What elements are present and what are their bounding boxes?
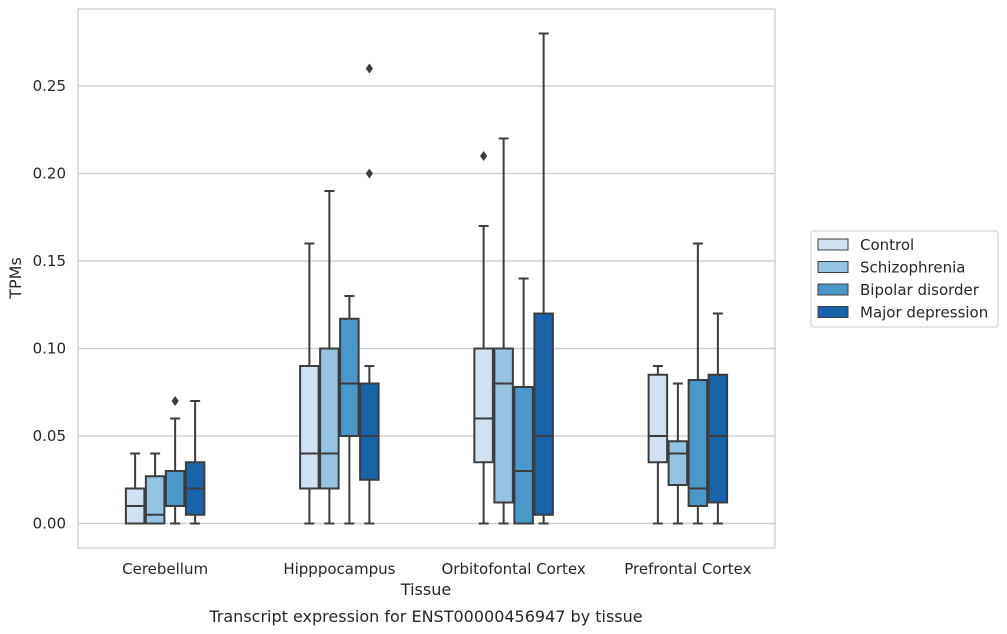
y-tick-label: 0.20 — [33, 165, 66, 183]
y-axis-label: TPMs — [6, 257, 25, 300]
box — [473, 347, 494, 464]
box-group — [124, 452, 146, 525]
legend-swatch — [817, 283, 849, 296]
box-group — [144, 452, 166, 525]
box-group — [359, 63, 380, 525]
box-group — [473, 151, 494, 525]
legend-items: Control Schizophrenia Bipolar disorder Majo… — [817, 236, 988, 322]
box — [647, 373, 669, 464]
legend-swatch — [817, 238, 849, 251]
box-group — [493, 137, 514, 525]
box — [513, 386, 534, 525]
chart-caption: Transcript expression for ENST0000045694… — [208, 607, 642, 626]
box-group — [533, 32, 554, 525]
legend-label: Control — [860, 236, 914, 254]
legend-swatch — [817, 306, 849, 318]
box — [164, 470, 186, 507]
legend: Control Schizophrenia Bipolar disorder Majo… — [810, 230, 999, 328]
box — [319, 347, 340, 490]
outlier-point — [365, 63, 373, 74]
x-tick-label: Cerebellum — [122, 560, 208, 578]
box-group — [667, 382, 689, 525]
box — [299, 365, 320, 490]
legend-frame — [810, 230, 999, 328]
box-group — [164, 396, 186, 525]
box-group — [647, 365, 669, 525]
box-group — [339, 295, 360, 525]
y-ticks: 0.00 0.05 0.10 0.15 0.20 0.25 — [33, 77, 66, 533]
outlier-point — [171, 396, 179, 406]
box — [687, 379, 709, 507]
x-tick-label: Orbitofontal Cortex — [442, 560, 586, 578]
plot-frame — [77, 8, 776, 549]
box — [144, 475, 166, 525]
legend-label: Major depression — [860, 304, 988, 322]
box-group — [513, 277, 534, 525]
x-tick-label: Prefrontal Cortex — [624, 560, 751, 578]
box-group — [707, 312, 729, 525]
x-axis-label: Tissue — [400, 580, 451, 599]
y-tick-label: 0.25 — [33, 77, 66, 95]
box — [667, 440, 689, 486]
legend-label: Bipolar disorder — [860, 281, 980, 299]
y-tick-label: 0.05 — [33, 427, 66, 445]
legend-swatch — [817, 261, 849, 273]
x-ticks: Cerebellum Hipppocampus Orbitofontal Corte… — [122, 560, 751, 578]
outlier-point — [365, 168, 373, 179]
box-group — [299, 242, 320, 525]
box — [707, 373, 729, 504]
x-tick-label: Hipppocampus — [283, 560, 395, 578]
outlier-point — [480, 151, 488, 161]
box — [359, 382, 380, 481]
box-group — [687, 242, 709, 525]
y-tick-label: 0.15 — [33, 252, 66, 270]
y-tick-label: 0.10 — [33, 340, 66, 358]
box — [533, 312, 554, 516]
boxes-layer — [124, 32, 729, 525]
box — [493, 347, 514, 504]
y-tick-label: 0.00 — [33, 515, 66, 533]
box-group — [184, 400, 206, 525]
box — [339, 317, 360, 437]
legend-label: Schizophrenia — [860, 259, 965, 277]
box-group — [319, 190, 340, 525]
